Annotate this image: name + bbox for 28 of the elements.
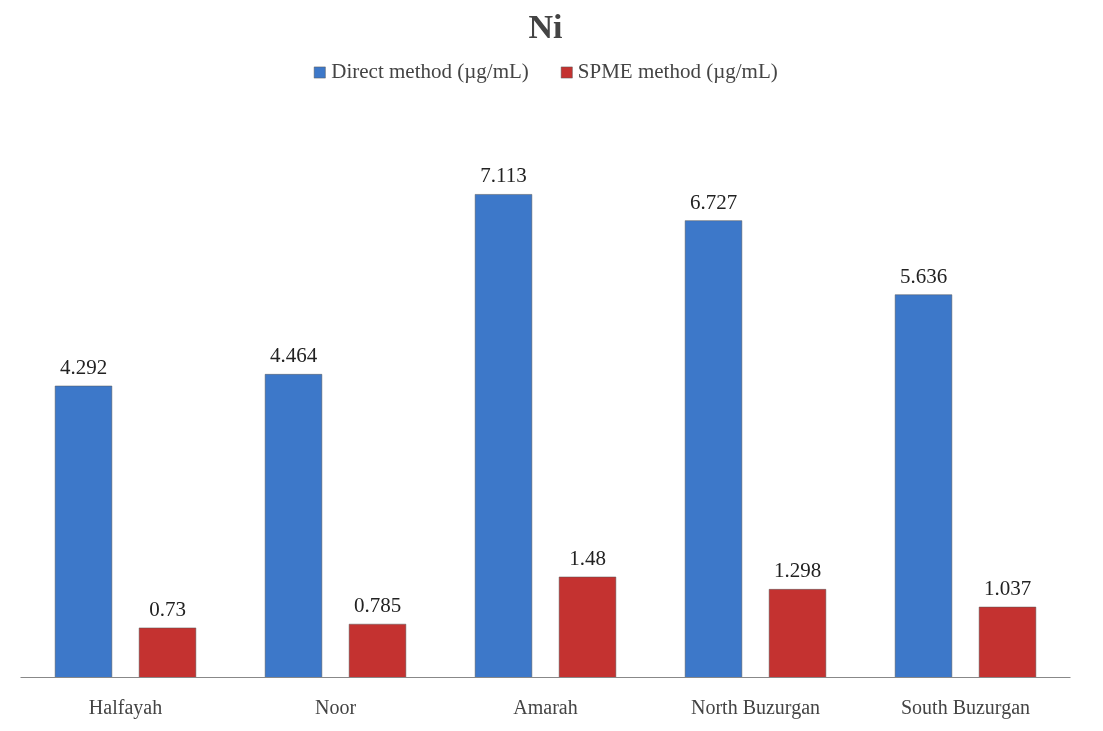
data-label: 1.037 — [983, 576, 1032, 601]
bar — [558, 576, 617, 678]
data-label: 0.785 — [353, 593, 402, 618]
data-label: 4.464 — [269, 343, 318, 368]
data-label: 1.298 — [773, 558, 822, 583]
bar — [264, 374, 323, 678]
bar — [768, 589, 827, 678]
bar — [138, 627, 197, 678]
bar — [894, 294, 953, 678]
data-label: 6.727 — [689, 189, 738, 214]
data-label: 0.73 — [149, 596, 186, 621]
x-tick-label: South Buzurgan — [900, 695, 1031, 719]
data-label: 1.48 — [569, 545, 606, 570]
bar — [684, 220, 743, 678]
legend-label: Direct method (µg/mL) — [331, 59, 529, 84]
x-tick-label: North Buzurgan — [690, 695, 821, 719]
bar — [978, 606, 1037, 678]
x-tick-label: Halfayah — [88, 695, 163, 719]
legend-label: SPME method (µg/mL) — [577, 59, 778, 84]
chart-title: Ni — [528, 7, 563, 45]
bar — [348, 623, 407, 678]
x-tick-label: Amarah — [513, 695, 578, 718]
x-tick-label: Noor — [314, 695, 357, 718]
bar — [54, 385, 113, 678]
data-label: 4.292 — [59, 355, 108, 380]
bar — [474, 194, 533, 678]
data-label: 5.636 — [899, 263, 948, 288]
data-label: 7.113 — [480, 163, 527, 188]
